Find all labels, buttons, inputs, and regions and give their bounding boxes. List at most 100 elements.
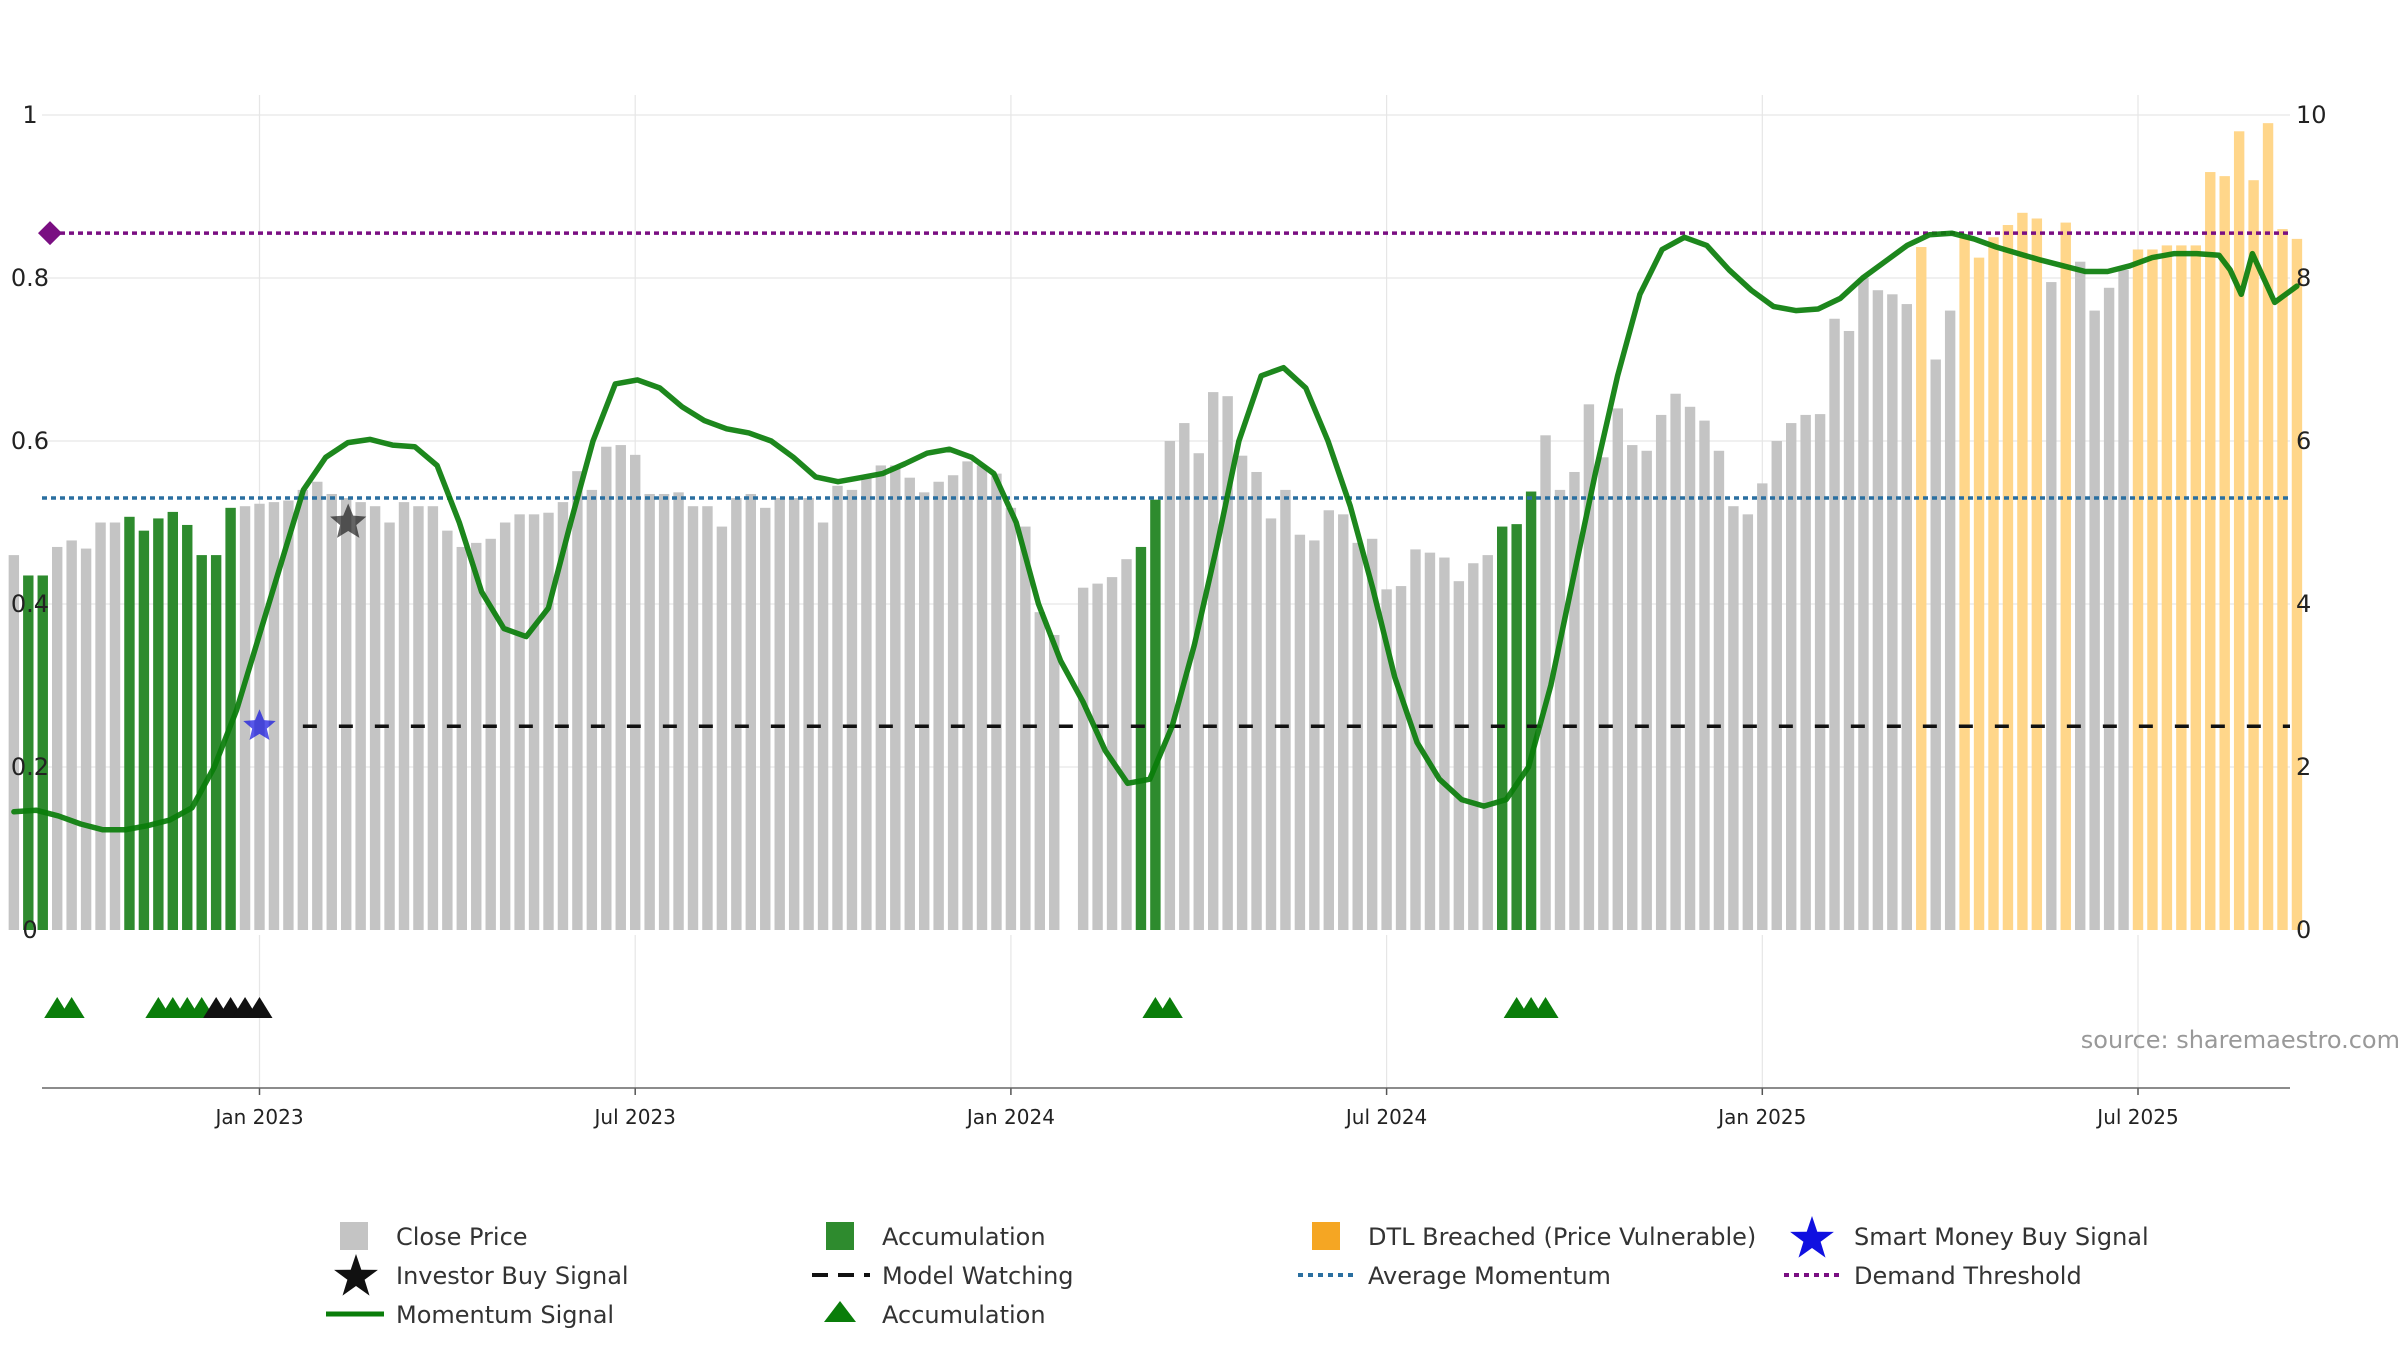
bar-close	[528, 514, 540, 930]
bar-close	[8, 555, 20, 930]
y-right-tick-label: 6	[2296, 427, 2311, 455]
bar-close	[283, 500, 294, 930]
momentum-series	[11, 230, 2300, 833]
bar-close	[1294, 534, 1306, 930]
bar-close	[51, 546, 63, 930]
bar-close	[1265, 518, 1277, 930]
bar-acc	[196, 555, 207, 930]
bar-close	[557, 502, 569, 930]
bar-close	[1077, 587, 1089, 930]
bar-close	[398, 502, 410, 930]
y-right-tick-label: 10	[2296, 101, 2327, 129]
y-left-tick-label: 0.4	[11, 590, 49, 618]
bar-close	[543, 512, 554, 930]
bar-close	[904, 477, 915, 930]
bar-close	[731, 498, 742, 930]
bar-close	[1829, 318, 1840, 930]
bar-close	[947, 475, 959, 930]
accumulation-triangle	[58, 997, 85, 1018]
y-left-tick-label: 0.2	[11, 753, 49, 781]
bar-close	[1034, 612, 1046, 930]
bar-close	[615, 445, 626, 930]
legend-accumulation-marker-label: Accumulation	[882, 1301, 1046, 1329]
legend-demand-threshold-label: Demand Threshold	[1854, 1262, 2082, 1290]
y-right-tick-label: 2	[2296, 753, 2311, 781]
bar-close	[1771, 441, 1782, 930]
bar-close	[1395, 586, 1407, 930]
bar-close	[1742, 514, 1754, 930]
bar-close	[1424, 552, 1436, 930]
demand-threshold-diamond	[38, 221, 62, 246]
y-right-tick-label: 0	[2296, 916, 2311, 944]
y-left-tick-label: 0.6	[11, 427, 49, 455]
y-left-tick-label: 1	[22, 101, 37, 129]
bar-close	[933, 481, 944, 930]
bar-close	[1858, 278, 1869, 930]
bar-close	[702, 506, 713, 930]
bar-close	[1092, 583, 1103, 930]
bar-dtl	[2277, 229, 2288, 931]
bar-acc	[1496, 526, 1508, 930]
source-note: source: sharemaestro.com	[2081, 1026, 2400, 1054]
bar-close	[1930, 359, 1941, 930]
bar-close	[745, 493, 757, 930]
bar-close	[1468, 563, 1479, 930]
bar-close	[1713, 450, 1725, 930]
bar-close	[1699, 420, 1710, 930]
bar-close	[326, 493, 337, 930]
bar-acc	[210, 555, 222, 930]
bar-close	[1598, 457, 1609, 930]
bar-acc	[37, 575, 48, 930]
bar-close	[962, 461, 973, 930]
bar-close	[1366, 538, 1378, 930]
legend-smart-money-label: Smart Money Buy Signal	[1854, 1223, 2149, 1251]
bar-close	[774, 498, 785, 930]
bar-close	[1655, 414, 1667, 930]
bar-close	[1944, 310, 1956, 931]
bar-close	[1049, 634, 1060, 930]
bar-close	[340, 498, 352, 930]
bar-close	[1887, 294, 1898, 930]
bar-dtl	[2233, 131, 2245, 931]
bar-close	[1843, 330, 1855, 931]
legend-model-watching-label: Model Watching	[882, 1262, 1074, 1290]
bar-close	[1251, 471, 1262, 930]
bar-close	[629, 454, 641, 930]
bar-dtl	[2002, 225, 2014, 930]
bar-close	[1236, 455, 1248, 930]
bar-close	[1193, 453, 1204, 930]
bar-close	[109, 522, 121, 930]
bar-close	[1164, 441, 1176, 930]
y-right-tick-label: 4	[2296, 590, 2311, 618]
bar-close	[2103, 287, 2115, 930]
bar-dtl	[1988, 237, 1999, 930]
bar-acc	[182, 524, 193, 930]
accumulation-markers	[44, 997, 1559, 1018]
bar-close	[1439, 557, 1450, 930]
bar-close	[1309, 540, 1320, 930]
accumulation-triangle	[1532, 997, 1559, 1018]
bar-close	[1872, 290, 1884, 931]
y-left-tick-label: 0	[22, 916, 37, 944]
bar-dtl	[2205, 172, 2216, 931]
bar-close	[442, 530, 453, 930]
bar-dtl	[2248, 180, 2259, 930]
bar-close	[1901, 304, 1913, 931]
bar-close	[1381, 589, 1392, 930]
bar-close	[1121, 559, 1132, 930]
bar-acc	[23, 575, 34, 930]
momentum-line	[11, 230, 2300, 833]
bar-acc	[1525, 491, 1537, 930]
bar-acc	[1511, 524, 1522, 930]
legend-dtl-label: DTL Breached (Price Vulnerable)	[1368, 1223, 1756, 1251]
bar-close	[1540, 435, 1551, 930]
bar-close	[485, 538, 496, 930]
bar-dtl	[1973, 257, 1985, 930]
bar-close	[427, 506, 439, 930]
bar-dtl	[2132, 249, 2144, 931]
bar-close	[456, 546, 468, 930]
bar-close	[355, 502, 366, 930]
bar-close	[976, 465, 988, 930]
bar-close	[1020, 526, 1031, 930]
bar-close	[1785, 423, 1797, 930]
